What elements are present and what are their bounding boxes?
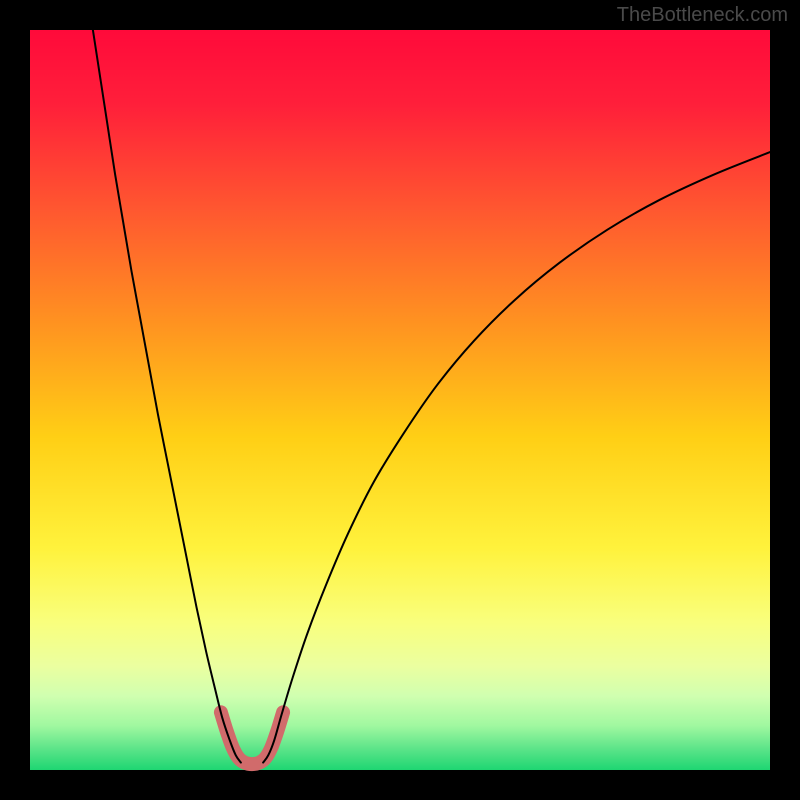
chart-container: TheBottleneck.com bbox=[0, 0, 800, 800]
watermark-text: TheBottleneck.com bbox=[617, 4, 788, 27]
plot-area bbox=[30, 30, 770, 770]
bottleneck-chart bbox=[0, 0, 800, 800]
